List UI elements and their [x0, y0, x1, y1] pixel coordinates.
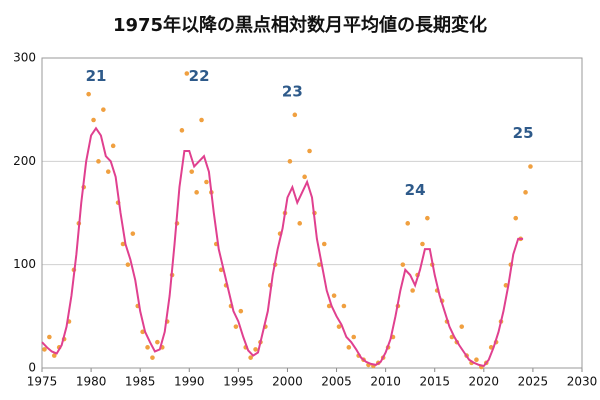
data-point [420, 241, 425, 247]
data-point [233, 324, 239, 329]
data-point [155, 339, 160, 345]
data-point [120, 241, 126, 247]
data-point [105, 169, 111, 174]
data-point [91, 117, 96, 123]
data-point [125, 262, 131, 267]
data-point [341, 303, 347, 309]
plot-frame [41, 57, 583, 369]
data-point [51, 353, 57, 358]
y-tick-label: 100 [13, 257, 36, 271]
data-point [474, 357, 479, 363]
data-point [400, 262, 406, 267]
data-point [199, 117, 204, 123]
x-tick-label: 2005 [321, 375, 352, 389]
x-tick-label: 1975 [27, 375, 58, 389]
x-tick-label: 2025 [518, 375, 549, 389]
data-point [145, 345, 150, 350]
x-tick-label: 1980 [76, 375, 107, 389]
data-point [96, 159, 101, 164]
cycle-label: 23 [282, 83, 303, 101]
data-point [336, 324, 342, 329]
data-point [184, 71, 190, 76]
data-point [140, 329, 145, 335]
data-point [150, 355, 155, 360]
x-tick-label: 1995 [223, 375, 254, 389]
x-tick-label: 2000 [272, 375, 303, 389]
data-point [346, 345, 352, 350]
data-point [425, 215, 430, 221]
data-point [297, 221, 303, 226]
x-tick-label: 2015 [419, 375, 450, 389]
smoothed-line [41, 126, 524, 368]
x-tick-label: 2030 [567, 375, 598, 389]
data-point [292, 112, 298, 118]
data-point [42, 347, 47, 352]
data-point [459, 324, 465, 329]
data-point [321, 241, 327, 247]
data-point [194, 190, 199, 195]
data-point [331, 293, 337, 298]
cycle-label: 21 [86, 67, 107, 85]
data-point [253, 347, 258, 352]
x-tick-label: 1990 [174, 375, 205, 389]
data-point [179, 128, 185, 133]
x-tick-label: 1985 [125, 375, 156, 389]
data-point [130, 231, 136, 236]
data-point [248, 355, 253, 360]
data-point [189, 169, 195, 174]
y-tick-label: 0 [28, 361, 36, 375]
x-tick-label: 2010 [370, 375, 401, 389]
data-point [317, 262, 322, 267]
data-point [410, 288, 415, 293]
data-point [86, 91, 91, 97]
data-point [503, 283, 509, 288]
chart-title: 1975年以降の黒点相対数月平均値の長期変化 [113, 14, 487, 36]
data-point [307, 148, 312, 154]
data-point [238, 308, 244, 314]
data-point [204, 179, 209, 185]
data-point [47, 334, 52, 340]
cycle-label: 22 [189, 67, 210, 85]
x-tick-label: 2020 [469, 375, 500, 389]
data-point [351, 334, 357, 340]
data-point [218, 267, 224, 273]
data-point [523, 190, 528, 195]
data-point [513, 215, 519, 221]
y-tick-label: 200 [13, 154, 36, 168]
cycle-label: 24 [405, 181, 426, 199]
data-point [302, 174, 307, 180]
data-point [528, 164, 533, 169]
cycle-label: 25 [513, 124, 534, 142]
data-point [405, 221, 411, 226]
data-point [110, 143, 116, 149]
y-tick-label: 300 [13, 51, 36, 65]
data-point [287, 159, 293, 164]
data-point [101, 107, 106, 112]
